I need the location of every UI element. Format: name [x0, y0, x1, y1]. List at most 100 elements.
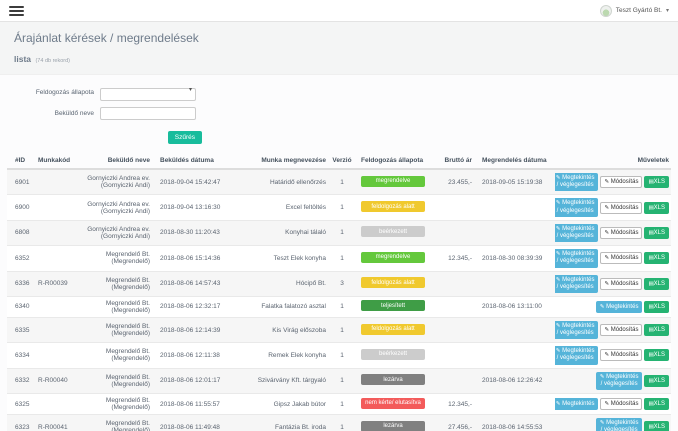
table-row: 6808 Gornyiczki Andrea ev. (Gornyiczki And… — [7, 219, 671, 246]
cell-submitted-date: 2018-08-06 11:49:48 — [153, 413, 233, 431]
xls-button[interactable]: ▤XLS — [644, 226, 669, 239]
view-finalize-button[interactable]: ✎ Megtekintés / véglegesítés — [555, 320, 599, 340]
table-row: 6325 Megrendelő Bt. (Megrendelő) 2018-08-06… — [7, 393, 671, 415]
table-row: 6323 R-R00041 Megrendelő Bt. (Megrendelő) 20… — [7, 413, 671, 431]
modify-button[interactable]: ✎ Módosítás — [600, 201, 643, 214]
xls-button[interactable]: ▤XLS — [644, 176, 669, 189]
view-finalize-button[interactable]: ✎ Megtekintés / véglegesítés — [555, 346, 599, 365]
cell-id: 6901 — [7, 168, 35, 195]
cell-work-code — [35, 342, 75, 369]
file-icon: ▤ — [648, 352, 654, 359]
cell-sender-name: Megrendelő Bt. (Megrendelő) — [75, 270, 153, 297]
table-row: 6336 R-R00039 Megrendelő Bt. (Megrendelő) 20… — [7, 270, 671, 297]
cell-version: 1 — [329, 342, 355, 369]
cell-gross-price — [435, 367, 475, 394]
filter-submit-button[interactable]: Szűrés — [167, 131, 202, 144]
status-filter-select[interactable] — [100, 88, 196, 101]
modify-button[interactable]: ✎ Módosítás — [600, 349, 643, 362]
view-finalize-button[interactable]: ✎ Megtekintés / véglegesítés — [595, 418, 643, 431]
pencil-icon: ✎ — [555, 175, 561, 181]
cell-actions: ✎ Megtekintés / véglegesítés ▤XLS — [555, 413, 671, 431]
cell-status: feldolgozás alatt — [355, 316, 435, 343]
status-badge: megrendelve — [361, 251, 425, 263]
cell-sender-name: Megrendelő Bt. (Megrendelő) — [75, 393, 153, 415]
view-finalize-button[interactable]: ✎ Megtekintés / véglegesítés — [555, 249, 599, 268]
user-avatar — [599, 4, 612, 17]
pencil-icon: ✎ — [604, 352, 610, 359]
filter-form: Feldogozás állapota ▾ Beküldő neve Szűré… — [0, 75, 678, 153]
pencil-icon: ✎ — [599, 303, 605, 310]
xls-button[interactable]: ▤XLS — [644, 324, 669, 337]
cell-id: 6808 — [7, 219, 35, 246]
cell-submitted-date: 2018-09-04 15:42:47 — [153, 168, 233, 195]
xls-button[interactable]: ▤XLS — [644, 349, 669, 362]
cell-status: teljesített — [355, 295, 435, 318]
view-finalize-button[interactable]: ✎ Megtekintés / véglegesítés — [555, 198, 599, 217]
table-row: 6352 Megrendelő Bt. (Megrendelő) 2018-08-06… — [7, 245, 671, 271]
cell-gross-price — [435, 295, 475, 318]
view-finalize-button[interactable]: ✎ Megtekintés / véglegesítés — [555, 173, 599, 192]
cell-sender-name: Gornyiczki Andrea ev. (Gornyiczki Andi) — [75, 219, 153, 246]
cell-job-name: Kis Virág előszoba — [233, 316, 329, 343]
pencil-icon: ✎ — [604, 255, 610, 262]
sender-filter-input[interactable] — [100, 107, 196, 120]
modify-button[interactable]: ✎ Módosítás — [600, 398, 643, 410]
file-icon: ▤ — [648, 401, 654, 407]
top-navbar: Teszt Gyártó Bt. ▾ — [0, 0, 678, 22]
hamburger-menu-icon[interactable] — [9, 4, 24, 18]
modify-button[interactable]: ✎ Módosítás — [600, 324, 643, 337]
cell-status: megrendelve — [355, 245, 435, 271]
view-button[interactable]: ✎ Megtekintés — [595, 300, 643, 313]
pencil-icon: ✎ — [604, 280, 610, 287]
pencil-icon: ✎ — [604, 204, 610, 211]
cell-version: 1 — [329, 316, 355, 343]
cell-work-code: R-R00039 — [35, 270, 75, 297]
view-finalize-button[interactable]: ✎ Megtekintés / véglegesítés — [555, 223, 599, 243]
cell-actions: ✎ Megtekintés / véglegesítés ✎ Módosítás ▤X… — [555, 316, 671, 343]
cell-order-date: 2018-09-05 15:19:38 — [475, 168, 555, 195]
cell-gross-price: 27.456,- — [435, 413, 475, 431]
column-header: Munka megnevezése — [233, 153, 329, 170]
cell-submitted-date: 2018-08-06 12:01:17 — [153, 367, 233, 394]
cell-status: beérkezett — [355, 342, 435, 369]
view-button[interactable]: ✎ Megtekintés — [555, 398, 599, 410]
xls-button[interactable]: ▤XLS — [644, 277, 669, 290]
cell-job-name: Szivárvány Kft. tárgyaló — [233, 367, 329, 394]
cell-id: 6332 — [7, 367, 35, 394]
cell-submitted-date: 2018-09-04 13:16:30 — [153, 194, 233, 221]
cell-job-name: Teszt Elek konyha — [233, 245, 329, 271]
xls-button[interactable]: ▤XLS — [644, 421, 669, 431]
xls-button[interactable]: ▤XLS — [644, 300, 669, 313]
cell-job-name: Remek Elek konyha — [233, 342, 329, 369]
content-area: Feldogozás állapota ▾ Beküldő neve Szűré… — [0, 75, 678, 431]
cell-version: 1 — [329, 413, 355, 431]
cell-status: feldolgozás alatt — [355, 270, 435, 297]
modify-button[interactable]: ✎ Módosítás — [600, 252, 643, 265]
cell-id: 6340 — [7, 295, 35, 318]
file-icon: ▤ — [648, 303, 654, 310]
file-icon: ▤ — [648, 377, 654, 384]
cell-version: 1 — [329, 393, 355, 415]
view-finalize-button[interactable]: ✎ Megtekintés / véglegesítés — [555, 274, 599, 293]
pencil-icon: ✎ — [555, 276, 561, 283]
xls-button[interactable]: ▤XLS — [644, 398, 669, 410]
cell-job-name: Excel feltöltés — [233, 194, 329, 221]
modify-button[interactable]: ✎ Módosítás — [600, 226, 643, 239]
xls-button[interactable]: ▤XLS — [644, 252, 669, 265]
column-header: #ID — [7, 153, 35, 170]
cell-sender-name: Gornyiczki Andrea ev. (Gornyiczki Andi) — [75, 194, 153, 221]
orders-table: #ID Munkakód Beküldő neve Beküldés dátuma Mu… — [7, 153, 671, 431]
cell-order-date: 2018-08-06 12:26:42 — [475, 367, 555, 394]
cell-work-code — [35, 245, 75, 271]
modify-button[interactable]: ✎ Módosítás — [600, 176, 643, 189]
status-filter-label: Feldogozás állapota — [35, 88, 94, 96]
xls-button[interactable]: ▤XLS — [644, 374, 669, 387]
modify-button[interactable]: ✎ Módosítás — [600, 277, 643, 290]
cell-version: 1 — [329, 295, 355, 318]
cell-id: 6334 — [7, 342, 35, 369]
user-dropdown[interactable]: Teszt Gyártó Bt. ▾ — [599, 4, 669, 17]
table-row: 6900 Gornyiczki Andrea ev. (Gornyiczki And… — [7, 194, 671, 221]
view-finalize-button[interactable]: ✎ Megtekintés / véglegesítés — [595, 371, 643, 390]
status-badge: feldolgozás alatt — [361, 323, 425, 335]
xls-button[interactable]: ▤XLS — [644, 201, 669, 214]
